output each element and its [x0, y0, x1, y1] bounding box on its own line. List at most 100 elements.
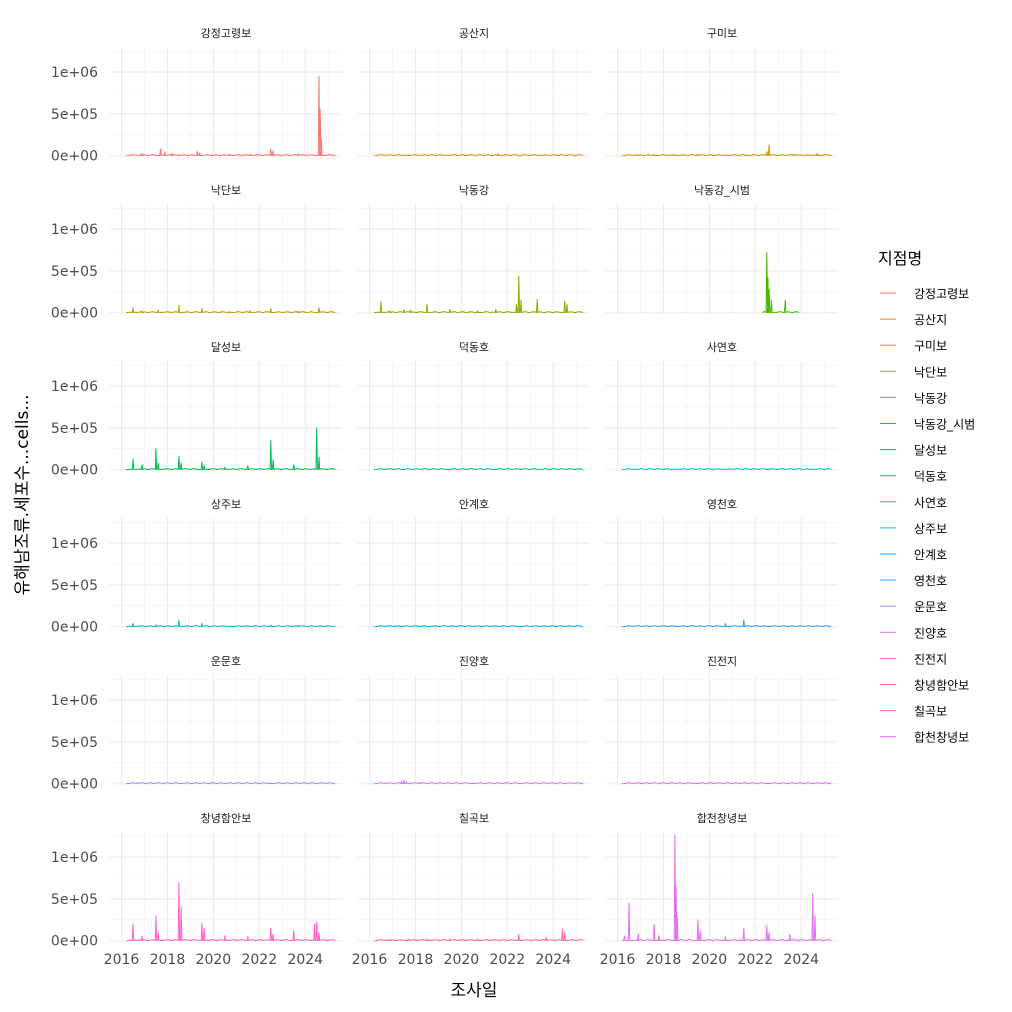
panel-title: 사연호 — [707, 341, 737, 354]
panel-title: 합천창녕보 — [697, 811, 748, 825]
y-tick-label: 0e+00 — [51, 777, 98, 793]
legend-label: 진전지 — [914, 652, 947, 666]
legend-item: 진전지 — [880, 652, 947, 666]
y-tick-label: 1e+06 — [51, 379, 98, 395]
panel-title: 영천호 — [707, 497, 737, 511]
panel-title: 낙단보 — [211, 184, 241, 197]
x-tick-label: 2018 — [398, 952, 434, 968]
legend-item: 달성보 — [880, 444, 947, 458]
x-tick-label: 2016 — [352, 952, 388, 968]
panel-p12: 영천호 — [606, 497, 838, 628]
series-line — [374, 625, 584, 628]
series-line — [622, 834, 832, 942]
legend-item: 강정고령보 — [880, 287, 969, 301]
panel-title: 창녕함안보 — [201, 812, 252, 825]
panel-title: 진양호 — [459, 655, 489, 668]
y-tick-label: 1e+06 — [51, 693, 98, 709]
series-line — [622, 619, 832, 628]
x-tick-label: 2016 — [104, 952, 140, 968]
y-tick-label: 5e+05 — [51, 578, 98, 594]
x-tick-label: 2018 — [150, 952, 186, 968]
series-line — [126, 619, 336, 628]
x-tick-label: 2022 — [737, 952, 773, 968]
panel-p14: 진양호 — [358, 655, 590, 785]
panel-p6: 낙동강_시범 — [606, 184, 838, 314]
series-line — [374, 153, 584, 157]
y-tick-label: 0e+00 — [51, 463, 98, 479]
legend-item: 낙동강_시범 — [880, 418, 975, 432]
legend-label: 영천호 — [914, 573, 947, 588]
panel-title: 칠곡보 — [459, 812, 489, 825]
panel-p11: 안계호 — [358, 498, 590, 628]
panel-title: 공산지 — [459, 27, 489, 40]
x-tick-label: 2020 — [196, 952, 232, 968]
series-line — [374, 779, 584, 785]
legend-item: 운문호 — [880, 600, 947, 614]
legend-item: 덕동호 — [880, 470, 947, 484]
legend-item: 낙단보 — [880, 365, 947, 379]
y-tick-label: 5e+05 — [51, 107, 98, 123]
series-line — [622, 144, 832, 157]
legend: 지점명강정고령보공산지구미보낙단보낙동강낙동강_시범달성보덕동호사연호상주보안계… — [878, 249, 975, 745]
legend-label: 칠곡보 — [914, 705, 947, 719]
panel-p16: 창녕함안보 0e+00 5e+05 1e+06 2016 2018 2020 2022 2024 — [51, 812, 342, 968]
panel-p17: 칠곡보 2016 2018 2020 2022 2024 — [352, 812, 590, 968]
series-line — [374, 468, 584, 471]
panel-p4: 낙단보 0e+00 5e+05 1e+06 — [51, 184, 342, 322]
panel-title: 낙동강 — [459, 184, 489, 197]
y-tick-label: 0e+00 — [51, 306, 98, 322]
panel-p5: 낙동강 — [358, 184, 590, 314]
legend-label: 낙동강_시범 — [914, 418, 975, 432]
legend-label: 공산지 — [914, 313, 947, 327]
legend-item: 창녕함안보 — [880, 679, 969, 693]
legend-item: 사연호 — [880, 496, 947, 510]
x-tick-label: 2020 — [692, 952, 728, 968]
x-tick-label: 2024 — [287, 952, 323, 968]
series-line — [126, 304, 336, 314]
y-tick-label: 0e+00 — [51, 934, 98, 950]
legend-item: 낙동강 — [880, 391, 947, 405]
x-tick-label: 2022 — [241, 952, 277, 968]
legend-item: 진양호 — [880, 626, 947, 640]
legend-label: 진양호 — [914, 626, 947, 640]
legend-label: 덕동호 — [914, 470, 947, 484]
legend-label: 안계호 — [914, 548, 947, 562]
series-line — [622, 468, 832, 471]
legend-label: 운문호 — [914, 600, 947, 614]
y-tick-label: 1e+06 — [51, 850, 98, 866]
legend-item: 영천호 — [880, 573, 947, 588]
panel-title: 진전지 — [707, 655, 737, 668]
panel-p8: 덕동호 — [358, 341, 590, 471]
panel-p9: 사연호 — [606, 341, 838, 471]
x-tick-label: 2022 — [489, 952, 525, 968]
series-line — [126, 427, 336, 471]
series-line — [761, 252, 800, 314]
panel-title: 달성보 — [211, 341, 241, 354]
series-line — [374, 275, 584, 314]
panel-p7: 달성보 0e+00 5e+05 1e+06 — [51, 341, 342, 479]
y-tick-label: 5e+05 — [51, 421, 98, 437]
y-tick-label: 5e+05 — [51, 735, 98, 751]
y-tick-label: 5e+05 — [51, 264, 98, 280]
panel-title: 안계호 — [459, 498, 489, 511]
legend-item: 합천창녕보 — [880, 730, 969, 745]
panel-title: 낙동강_시범 — [694, 184, 750, 197]
legend-label: 합천창녕보 — [914, 730, 969, 745]
y-tick-label: 0e+00 — [51, 149, 98, 165]
legend-title: 지점명 — [878, 249, 922, 268]
y-tick-label: 1e+06 — [51, 222, 98, 238]
panel-p3: 구미보 — [606, 27, 838, 157]
x-tick-label: 2018 — [646, 952, 682, 968]
x-tick-label: 2024 — [783, 952, 819, 968]
y-tick-label: 1e+06 — [51, 65, 98, 81]
legend-label: 사연호 — [914, 496, 947, 510]
panel-p18: 합천창녕보 2016 2018 2020 2022 2024 — [600, 811, 838, 968]
panel-title: 상주보 — [211, 498, 241, 511]
series-line — [622, 782, 832, 785]
x-tick-label: 2020 — [444, 952, 480, 968]
y-axis-title: 유해남조류.세포수...cells... — [13, 394, 33, 595]
series-line — [126, 782, 336, 785]
panel-p1: 강정고령보 0e+00 5e+05 1e+06 — [51, 27, 342, 165]
legend-item: 칠곡보 — [880, 705, 947, 719]
legend-label: 낙동강 — [914, 391, 947, 405]
